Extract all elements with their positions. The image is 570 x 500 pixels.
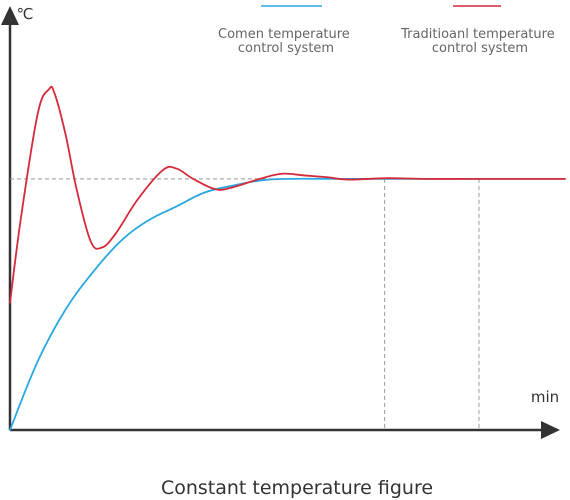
legend-label-traditional-line-2: control system [432,41,528,56]
x-axis-label: min [531,388,559,406]
axes [1,6,560,439]
reference-lines [10,178,565,430]
series-line-traditional [9,85,566,304]
legend: Comen temperature control system Traditi… [218,5,559,56]
x-axis-arrow [541,421,560,439]
chart-title: Constant temperature figure [161,477,433,499]
y-axis-arrow [1,6,19,25]
legend-label-comen-line-2: control system [238,41,334,56]
series-line-comen [9,177,566,431]
series-lines [9,85,566,431]
legend-label-comen: Comen temperature control system [218,27,354,56]
legend-label-traditional-line-1: Traditioanl temperature [400,27,555,42]
legend-label-comen-line-1: Comen temperature [218,27,350,42]
y-axis-label: ℃ [17,5,34,23]
legend-label-traditional: Traditioanl temperature control system [400,27,559,56]
